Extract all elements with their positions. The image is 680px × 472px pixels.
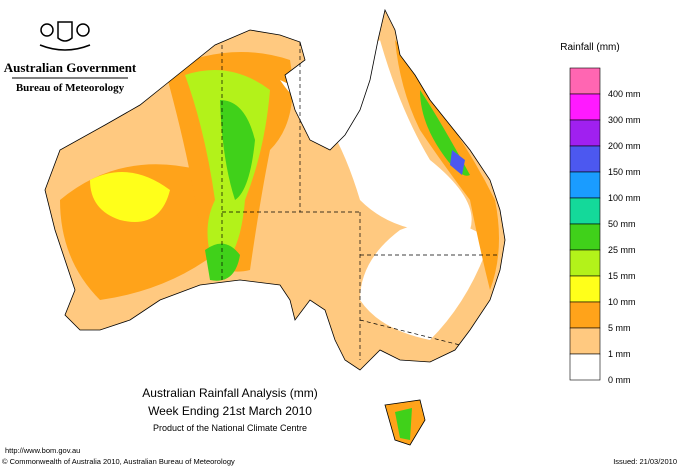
url: http://www.bom.gov.au bbox=[5, 446, 80, 455]
legend-label: 15 mm bbox=[608, 271, 636, 281]
legend-label: 300 mm bbox=[608, 115, 641, 125]
coat-of-arms bbox=[39, 21, 91, 51]
legend-label: 100 mm bbox=[608, 193, 641, 203]
legend-label: 5 mm bbox=[608, 323, 631, 333]
legend-swatch bbox=[569, 119, 601, 147]
legend-label: 400 mm bbox=[608, 89, 641, 99]
legend-swatch bbox=[569, 93, 601, 121]
copyright: © Commonwealth of Australia 2010, Austra… bbox=[2, 457, 235, 466]
legend-swatch bbox=[569, 301, 601, 329]
issued-date: Issued: 21/03/2010 bbox=[613, 457, 677, 466]
legend-title: Rainfall (mm) bbox=[560, 42, 619, 53]
legend-label: 50 mm bbox=[608, 219, 636, 229]
legend-swatch bbox=[569, 171, 601, 199]
legend-label: 200 mm bbox=[608, 141, 641, 151]
legend: Rainfall (mm) 400 mm 300 mm 200 mm 150 mm 10… bbox=[560, 42, 640, 385]
legend-swatch bbox=[569, 223, 601, 251]
legend-label: 1 mm bbox=[608, 349, 631, 359]
legend-swatch bbox=[569, 327, 601, 355]
legend-label: 0 mm bbox=[608, 375, 631, 385]
legend-label: 10 mm bbox=[608, 297, 636, 307]
agency-name: Bureau of Meteorology bbox=[16, 82, 125, 94]
government-name: Australian Government bbox=[4, 60, 137, 75]
map-subtitle: Week Ending 21st March 2010 bbox=[148, 404, 312, 418]
legend-swatch bbox=[569, 275, 601, 303]
legend-swatch bbox=[569, 249, 601, 277]
legend-swatch bbox=[569, 197, 601, 225]
state-borders bbox=[221, 42, 500, 360]
legend-swatch bbox=[569, 145, 601, 173]
legend-label: 25 mm bbox=[608, 245, 636, 255]
legend-swatch bbox=[569, 353, 601, 381]
legend-label: 150 mm bbox=[608, 167, 641, 177]
legend-swatch bbox=[569, 67, 601, 95]
map-credit: Product of the National Climate Centre bbox=[153, 423, 307, 433]
map-title: Australian Rainfall Analysis (mm) bbox=[142, 386, 317, 400]
